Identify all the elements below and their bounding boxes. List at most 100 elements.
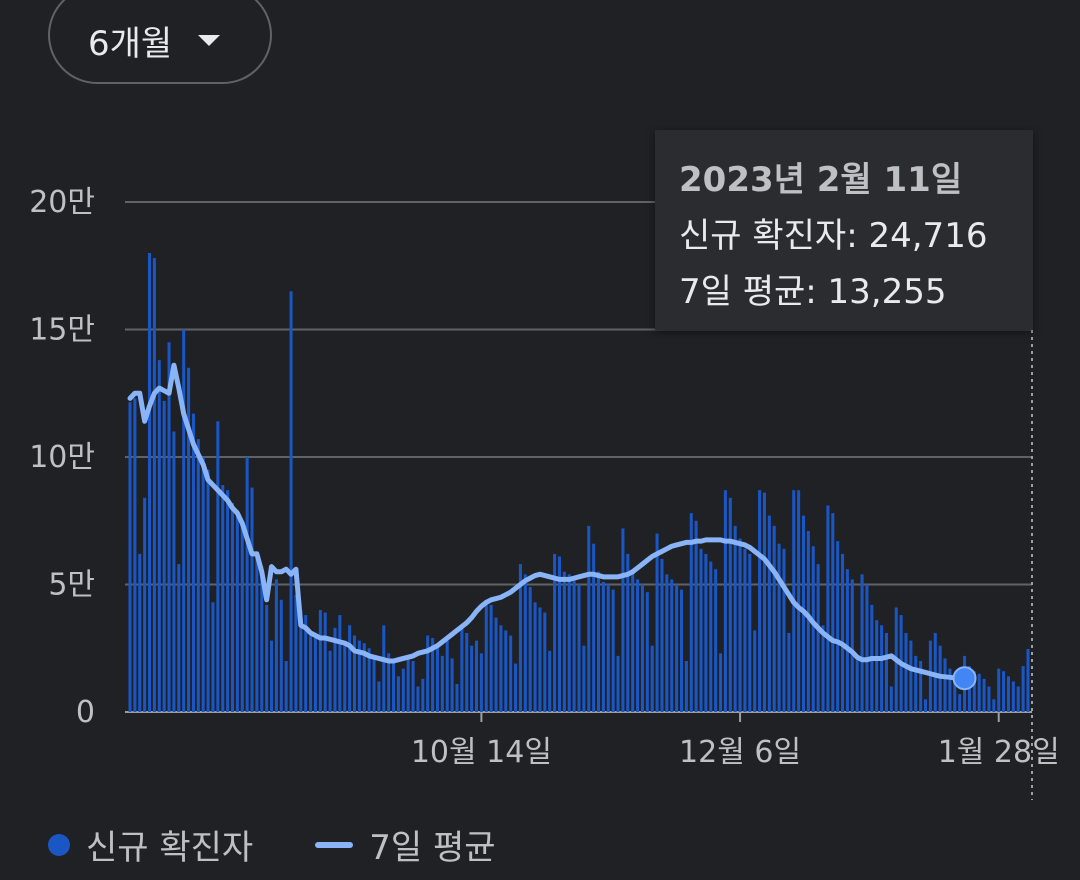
legend-new-cases-label: 신규 확진자 <box>86 828 254 868</box>
period-select[interactable]: 6개월 <box>48 0 272 84</box>
bar-new-cases <box>577 584 581 712</box>
bar-new-cases <box>587 525 591 712</box>
bar-new-cases <box>841 553 845 712</box>
bar-new-cases <box>343 645 347 712</box>
bar-new-cases <box>889 686 893 712</box>
bar-new-cases <box>245 457 249 712</box>
bar-new-cases <box>655 533 659 712</box>
bar-new-cases <box>753 630 757 712</box>
bar-new-cases <box>738 538 742 712</box>
bar-new-cases <box>333 627 337 712</box>
bar-new-cases <box>323 612 327 712</box>
bar-new-cases <box>640 584 644 712</box>
bar-new-cases <box>426 635 430 712</box>
bar-new-cases <box>260 566 264 712</box>
bar-new-cases <box>626 553 630 712</box>
bar-new-cases <box>289 291 293 712</box>
bar-new-cases <box>821 625 825 712</box>
bar-new-cases <box>777 543 781 712</box>
bar-new-cases <box>445 640 449 712</box>
avg-line <box>127 362 968 681</box>
bar-new-cases <box>1002 671 1006 712</box>
bar-new-cases <box>733 525 737 712</box>
x-tick-label: 12월 6일 <box>679 735 801 770</box>
bar-new-cases <box>592 543 596 712</box>
bar-new-cases <box>621 528 625 712</box>
bar-new-cases <box>860 574 864 712</box>
bar-new-cases <box>924 699 928 712</box>
bar-new-cases <box>880 625 884 712</box>
bar-new-cases <box>460 627 464 712</box>
bar-new-cases <box>582 645 586 712</box>
bar-new-cases <box>836 541 840 712</box>
bar-new-cases <box>553 553 557 712</box>
y-tick-label: 20만 <box>29 185 95 220</box>
bar-new-cases <box>148 253 152 712</box>
x-tick-label: 1월 28일 <box>938 735 1060 770</box>
bar-new-cases <box>606 584 610 712</box>
bar-new-cases <box>352 635 357 712</box>
bar-new-cases <box>543 612 547 712</box>
bar-new-cases <box>216 421 220 712</box>
bar-new-cases <box>826 505 830 712</box>
bar-new-cases <box>255 551 259 712</box>
bar-new-cases <box>138 553 142 712</box>
bar-new-cases <box>694 520 698 712</box>
bar-new-cases <box>494 617 498 712</box>
bar-new-cases <box>533 602 537 712</box>
bar-new-cases <box>914 655 918 712</box>
period-select-label: 6개월 <box>88 23 173 64</box>
bar-new-cases <box>714 569 718 712</box>
bar-new-cases <box>875 620 879 712</box>
bar-new-cases <box>675 584 679 712</box>
bar-new-cases <box>562 571 566 712</box>
bar-new-cases <box>431 638 435 712</box>
bar-new-cases <box>684 661 688 712</box>
bar-new-cases <box>636 579 640 712</box>
bar-new-cases <box>377 681 381 712</box>
bar-new-cases <box>450 658 454 712</box>
bar-new-cases <box>567 574 571 712</box>
bar-new-cases <box>601 581 605 712</box>
bar-new-cases <box>235 510 239 712</box>
bar-new-cases <box>811 546 815 712</box>
bar-new-cases <box>679 589 684 712</box>
bar-new-cases <box>382 625 386 712</box>
y-tick-label: 10만 <box>29 440 95 475</box>
bar-new-cases <box>699 548 703 712</box>
bar-new-cases <box>972 671 976 712</box>
bar-new-cases <box>309 635 313 712</box>
bar-new-cases <box>660 559 664 712</box>
bar-new-cases <box>611 589 615 712</box>
bar-new-cases <box>645 592 649 712</box>
bar-new-cases <box>484 599 488 712</box>
bar-new-cases <box>387 653 391 712</box>
bar-new-cases <box>548 650 552 712</box>
legend-new-cases-swatch <box>48 833 70 856</box>
bar-new-cases <box>318 610 322 712</box>
bar-new-cases <box>958 694 962 712</box>
bar-new-cases <box>211 602 215 712</box>
tooltip-avg: 7일 평균: 13,255 <box>679 272 947 312</box>
bar-new-cases <box>943 658 947 712</box>
bar-new-cases <box>1006 676 1010 712</box>
bar-new-cases <box>475 640 479 712</box>
bar-new-cases <box>616 655 620 712</box>
bar-new-cases <box>274 579 278 712</box>
bar-new-cases <box>528 587 532 712</box>
legend-avg-label: 7일 평균 <box>369 828 496 868</box>
bar-new-cases <box>743 548 747 712</box>
bar-new-cases <box>762 492 766 712</box>
bar-new-cases <box>313 638 317 712</box>
bar-new-cases <box>177 564 181 712</box>
bar-new-cases <box>953 673 957 712</box>
bar-new-cases <box>572 579 576 712</box>
bar-new-cases <box>201 457 205 712</box>
bar-new-cases <box>709 561 713 712</box>
bar-new-cases <box>465 632 469 712</box>
tooltip-new-cases-value: 24,716 <box>868 216 988 256</box>
bar-new-cases <box>723 490 727 712</box>
bar-new-cases <box>1016 686 1020 712</box>
bar-new-cases <box>304 615 308 712</box>
